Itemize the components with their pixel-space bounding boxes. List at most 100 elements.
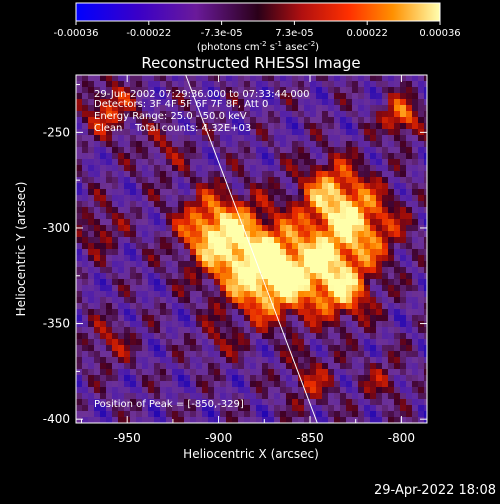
- heatmap-cell: [208, 207, 214, 213]
- heatmap-cell: [238, 93, 244, 99]
- heatmap-cell: [226, 225, 232, 231]
- heatmap-cell: [256, 195, 262, 201]
- heatmap-cell: [358, 165, 364, 171]
- heatmap-cell: [124, 171, 130, 177]
- heatmap-cell: [388, 273, 394, 279]
- heatmap-cell: [106, 363, 112, 369]
- heatmap-cell: [130, 285, 136, 291]
- heatmap-cell: [274, 159, 280, 165]
- heatmap-cell: [172, 135, 178, 141]
- heatmap-cell: [388, 357, 394, 363]
- heatmap-cell: [316, 237, 322, 243]
- heatmap-cell: [88, 201, 94, 207]
- heatmap-cell: [352, 369, 358, 375]
- heatmap-cell: [328, 213, 334, 219]
- heatmap-cell: [154, 201, 160, 207]
- heatmap-cell: [370, 399, 376, 405]
- heatmap-cell: [142, 243, 148, 249]
- heatmap-cell: [142, 327, 148, 333]
- heatmap-cell: [166, 219, 172, 225]
- heatmap-cell: [118, 387, 124, 393]
- heatmap-cell: [106, 291, 112, 297]
- heatmap-cell: [382, 411, 388, 417]
- heatmap-cell: [148, 375, 154, 381]
- heatmap-cell: [394, 87, 400, 93]
- heatmap-cell: [268, 351, 274, 357]
- heatmap-cell: [232, 369, 238, 375]
- heatmap-cell: [418, 405, 424, 411]
- heatmap-cell: [310, 129, 316, 135]
- heatmap-cell: [352, 303, 358, 309]
- heatmap-cell: [382, 171, 388, 177]
- heatmap-cell: [286, 375, 292, 381]
- heatmap-cell: [340, 183, 346, 189]
- heatmap-cell: [88, 285, 94, 291]
- heatmap-cell: [364, 189, 370, 195]
- heatmap-cell: [286, 183, 292, 189]
- heatmap-cell: [352, 129, 358, 135]
- heatmap-cell: [88, 303, 94, 309]
- heatmap-cell: [292, 291, 298, 297]
- heatmap-cell: [160, 153, 166, 159]
- heatmap-cell: [136, 369, 142, 375]
- heatmap-cell: [112, 345, 118, 351]
- heatmap-cell: [184, 93, 190, 99]
- heatmap-cell: [424, 267, 427, 273]
- heatmap-cell: [100, 219, 106, 225]
- heatmap-cell: [136, 171, 142, 177]
- heatmap-cell: [262, 105, 268, 111]
- heatmap-cell: [364, 201, 370, 207]
- heatmap-cell: [388, 339, 394, 345]
- heatmap-cell: [166, 363, 172, 369]
- heatmap-cell: [100, 177, 106, 183]
- heatmap-cell: [160, 129, 166, 135]
- heatmap-cell: [274, 225, 280, 231]
- heatmap-cell: [190, 87, 196, 93]
- heatmap-cell: [202, 369, 208, 375]
- heatmap-cell: [328, 249, 334, 255]
- heatmap-cell: [424, 333, 427, 339]
- heatmap-cell: [256, 255, 262, 261]
- heatmap-cell: [358, 375, 364, 381]
- heatmap-cell: [154, 81, 160, 87]
- heatmap-cell: [142, 303, 148, 309]
- heatmap-cell: [256, 81, 262, 87]
- heatmap-cell: [136, 183, 142, 189]
- heatmap-cell: [118, 261, 124, 267]
- heatmap-cell: [316, 117, 322, 123]
- heatmap-cell: [376, 321, 382, 327]
- heatmap-cell: [106, 123, 112, 129]
- heatmap-cell: [100, 213, 106, 219]
- heatmap-cell: [388, 291, 394, 297]
- heatmap-cell: [160, 207, 166, 213]
- heatmap-cell: [178, 261, 184, 267]
- heatmap-cell: [154, 333, 160, 339]
- heatmap-cell: [262, 315, 268, 321]
- heatmap-cell: [238, 243, 244, 249]
- heatmap-cell: [130, 213, 136, 219]
- heatmap-cell: [328, 117, 334, 123]
- heatmap-cell: [358, 129, 364, 135]
- heatmap-cell: [166, 345, 172, 351]
- heatmap-cell: [298, 351, 304, 357]
- heatmap-cell: [424, 405, 427, 411]
- heatmap-cell: [268, 219, 274, 225]
- colorbar: [75, 2, 441, 22]
- heatmap-cell: [280, 303, 286, 309]
- heatmap-cell: [388, 303, 394, 309]
- heatmap-cell: [418, 117, 424, 123]
- heatmap-cell: [262, 225, 268, 231]
- heatmap-cell: [316, 369, 322, 375]
- heatmap-cell: [244, 213, 250, 219]
- heatmap-cell: [340, 117, 346, 123]
- heatmap-cell: [178, 249, 184, 255]
- heatmap-cell: [358, 345, 364, 351]
- heatmap-cell: [286, 363, 292, 369]
- heatmap-cell: [184, 333, 190, 339]
- heatmap-cell: [142, 117, 148, 123]
- heatmap-cell: [154, 315, 160, 321]
- heatmap-cell: [76, 393, 82, 399]
- heatmap-cell: [82, 129, 88, 135]
- heatmap-cell: [82, 375, 88, 381]
- heatmap-cell: [262, 285, 268, 291]
